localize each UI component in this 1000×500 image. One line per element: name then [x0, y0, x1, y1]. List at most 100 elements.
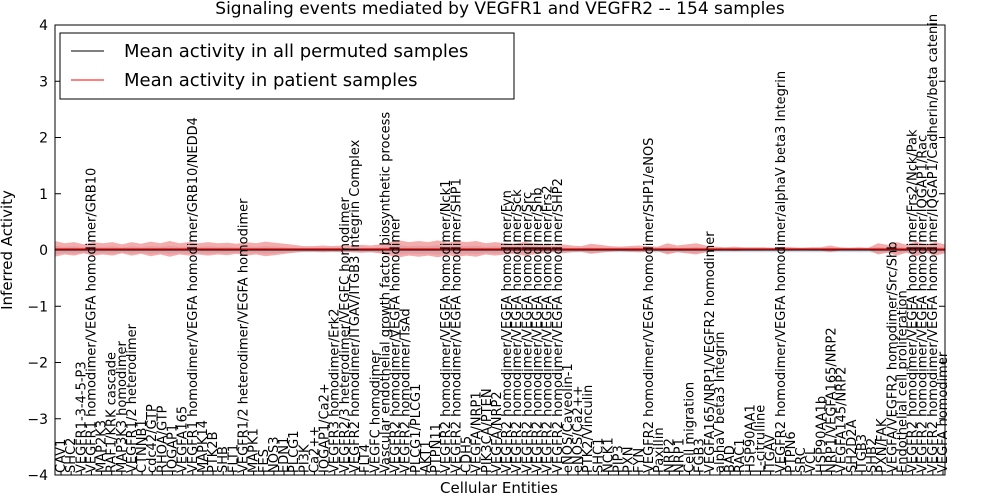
x-tick-label: ITGB3 — [855, 434, 870, 473]
x-tick-label: NRP1/VEGFA165/NRP2 — [825, 327, 840, 473]
x-tick-label: PIP3 — [612, 445, 627, 473]
x-tick-label: PTK2B — [206, 432, 221, 474]
x-tick-label: VEGFR1-3-4-5-P3 — [74, 361, 89, 473]
x-tick-label: FGB3 — [693, 438, 708, 473]
x-tick-label: VEGFA homodimer — [936, 351, 951, 473]
x-tick-label: VEGFR2 homodimer/VEGFA homodimer/SHP1/eN… — [642, 138, 657, 473]
x-tick-label: SHB — [216, 446, 231, 473]
x-tick-label: VEGFR2 homodimer/TsAd — [399, 308, 414, 473]
x-tick-label: VEGFR2 homodimer/VEGFA homodimer/SHP1 — [449, 178, 464, 473]
y-tick-label: 2 — [39, 131, 48, 147]
x-tick-label: NRP2 — [662, 438, 677, 473]
x-tick-label: SRC — [794, 447, 809, 473]
y-tick-label: 0 — [39, 243, 48, 259]
x-tick-label: NCK1 — [601, 437, 616, 473]
x-tick-label: Endothelial cell proliferation — [895, 290, 910, 473]
x-tick-label: VEGFR2 homodimer/VEGFA homodimer/IQGAP1/… — [916, 135, 931, 473]
y-tick-label: 3 — [39, 74, 48, 90]
y-tick-label: −3 — [27, 412, 48, 428]
x-tick-label: alphaV beta3 Integrin — [713, 332, 728, 473]
line-layer — [55, 248, 945, 251]
x-tick-label: IQGAP1 — [166, 424, 181, 473]
x-tick-label: CDH5 — [460, 436, 475, 473]
x-tick-label: VEGFA145/NRP2 — [835, 367, 850, 473]
x-tick-label: VEGFA/VEGFR2 homodimer/Src/Shb — [885, 242, 900, 473]
x-tick-label: VEGFR2 homodimer/VEGFA homodimer/Frs2 — [541, 185, 556, 473]
x-tick-label: PIK3CA/PTEN — [480, 388, 495, 473]
legend: Mean activity in all permuted samples Me… — [59, 32, 515, 100]
x-tick-label: VEGFR1 homodimer/VEGFA homodimer/GRB10 — [84, 168, 99, 473]
x-tick-label: VEGFR2 homodimer/VEGFA homodimer/Fyn — [500, 190, 515, 473]
x-tick-label: VEGFA/NRP1 — [470, 391, 485, 473]
x-tick-label: PI3K — [297, 444, 312, 473]
x-tick-label: VEGFC homodimer — [368, 350, 383, 473]
x-tick-label: VEGFR2 homodimer/VEGFA homodimer/Nck1 — [439, 180, 454, 473]
x-tick-label: VEGFR2 homodimer/VEGFA homodimer/Shb — [531, 188, 546, 473]
x-tick-label: SHC2 — [64, 438, 79, 473]
x-tick-label: PTK2/Vinculin — [581, 385, 596, 473]
x-tick-label: MAP3K3 homodimer — [115, 341, 130, 473]
x-tick-label: VEGFR1 homodimer/VEGFA homodimer/GRB10/N… — [186, 117, 201, 473]
x-tick-label: HSP90AA1 — [743, 404, 758, 473]
x-tick-label: FLT1 — [226, 444, 241, 473]
x-tick-label: VEGFR2 homodimer/VEGFA homodimer/Sck — [510, 189, 525, 473]
x-tick-label: SHB2 — [865, 438, 880, 473]
x-tick-label: FLT4 — [358, 444, 373, 473]
x-tick-label: Cell migration — [683, 382, 698, 473]
x-axis-label: Cellular Entities — [440, 479, 558, 497]
y-axis-label: Inferred Activity — [0, 190, 16, 310]
x-tick-label: HSP90AA1b — [814, 396, 829, 473]
x-tick-label: PXN/FAK — [875, 418, 890, 473]
x-tick-label: MAP2K3 — [95, 420, 110, 473]
x-tick-label: RAF1/KRK cascade — [105, 352, 120, 473]
x-tick-label: CAV1 — [54, 439, 69, 473]
x-tick-label: EDN1 — [277, 437, 292, 473]
x-tick-label: VEGFR1/2 heterodimer — [125, 323, 140, 473]
x-tick-label: PXN — [622, 447, 637, 473]
x-tick-label: NRP1 — [672, 438, 687, 473]
y-tick-label: −2 — [27, 356, 48, 372]
x-tick-label: Ca2++ — [307, 426, 322, 473]
x-tick-label: eNOS/Caveolin-1 — [561, 363, 576, 473]
x-tick-label: VEGFR1/2 heterodimer/VEGFA homodimer — [237, 198, 252, 473]
x-tick-label: PLCG1/PLCG1 — [409, 384, 424, 473]
x-tick-label: PTPN11 — [429, 423, 444, 473]
x-tick-label: Paxillin — [652, 427, 667, 473]
x-tick-label: FES — [257, 449, 272, 473]
x-tick-label: CTNNB1 — [135, 419, 150, 473]
x-tick-label: PTPN6 — [784, 431, 799, 473]
y-tick-label: −1 — [27, 299, 48, 315]
x-tick-label: VEGFA/NRP2 — [490, 391, 505, 473]
x-tick-label: NOS3 — [267, 437, 282, 473]
x-tick-label: AKT1 — [419, 440, 434, 473]
legend-label-permuted: Mean activity in all permuted samples — [124, 41, 468, 62]
x-tick-label: VEGFR2 homodimer/ITGAV/ITGB3 Integrin Co… — [348, 139, 363, 473]
x-tick-label: VEGFR2 homodimer/VEGFA homodimer/IQGAP1/… — [926, 14, 941, 473]
x-tick-label: Vascular endothelial growth factor biosy… — [378, 112, 393, 473]
y-tick-label: 4 — [39, 18, 48, 34]
x-tick-label: IQGAP1/Ca2+ — [318, 383, 333, 473]
x-tick-label: PLCG1 — [287, 430, 302, 473]
legend-label-patient: Mean activity in patient samples — [124, 70, 418, 91]
x-tick-label: RAC1 — [733, 438, 748, 473]
x-tick-label: VEGFR2 homodimer/VEGFA homodimer — [389, 216, 404, 473]
x-tick-label: eNOS/Ca2++ — [571, 385, 586, 473]
x-tick-label: SHC1 — [591, 438, 606, 473]
x-tick-label: VEGFA165 — [176, 406, 191, 473]
x-tick-label: VEGFA165/NRP1/VEGFR2 homodimer — [703, 231, 718, 473]
x-tick-label: MAPK14 — [196, 420, 211, 473]
y-tick-label: −4 — [27, 468, 48, 484]
x-tick-label: VEGFR3 homodimer/Erk2 — [328, 308, 343, 473]
x-tick-label: SH2D2A — [845, 419, 860, 473]
x-tick-label: VEGFR2/3 heterodimer/VEGFC homodimer — [338, 196, 353, 473]
x-tick-label: VEGFR2 homodimer/VEGFA homodimer/Src — [520, 192, 535, 473]
x-tick-label: cdc42/GTP — [145, 404, 160, 473]
x-tick-label: RHOA/GTP — [155, 405, 170, 473]
x-tick-label: VCL — [804, 447, 819, 473]
x-tick-label: MAPK1 — [247, 428, 262, 473]
x-tick-label: L-citrulline — [754, 405, 769, 473]
y-tick-label: 1 — [39, 187, 48, 203]
legend-box — [59, 32, 515, 100]
chart-title: Signaling events mediated by VEGFR1 and … — [215, 0, 785, 19]
